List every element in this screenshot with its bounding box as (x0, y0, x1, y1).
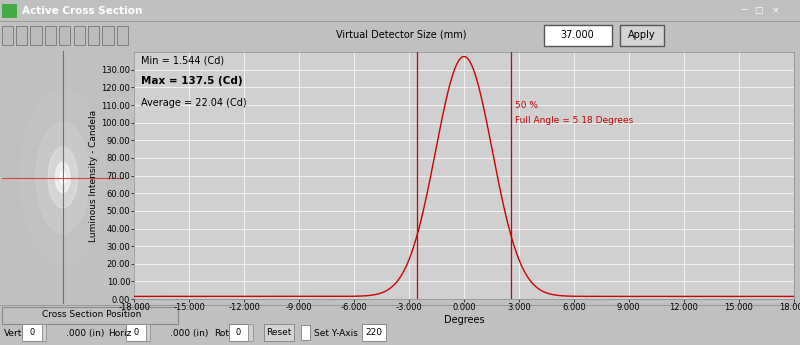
FancyBboxPatch shape (229, 324, 248, 341)
Text: 0: 0 (134, 328, 138, 337)
Circle shape (36, 122, 90, 233)
Text: Apply: Apply (628, 30, 655, 40)
Text: Max = 137.5 (Cd): Max = 137.5 (Cd) (141, 76, 242, 86)
FancyBboxPatch shape (22, 324, 42, 341)
FancyBboxPatch shape (126, 324, 146, 341)
FancyBboxPatch shape (59, 26, 70, 46)
FancyBboxPatch shape (117, 26, 128, 46)
Text: 50 %: 50 % (515, 101, 538, 110)
Text: ─   □   ×: ─ □ × (742, 6, 780, 15)
FancyBboxPatch shape (362, 324, 386, 341)
Text: Horiz: Horiz (108, 329, 131, 338)
FancyBboxPatch shape (248, 324, 253, 341)
FancyBboxPatch shape (42, 324, 46, 341)
Y-axis label: Luminous Intensity - Candela: Luminous Intensity - Candela (90, 110, 98, 242)
FancyBboxPatch shape (16, 26, 27, 46)
FancyBboxPatch shape (102, 26, 114, 46)
Text: Min = 1.544 (Cd): Min = 1.544 (Cd) (141, 56, 224, 66)
FancyBboxPatch shape (264, 324, 294, 341)
FancyBboxPatch shape (30, 26, 42, 46)
Text: 37.000: 37.000 (561, 30, 594, 40)
Text: Average = 22.04 (Cd): Average = 22.04 (Cd) (141, 98, 246, 108)
FancyBboxPatch shape (620, 25, 664, 46)
FancyBboxPatch shape (2, 26, 13, 46)
FancyBboxPatch shape (2, 307, 178, 324)
FancyBboxPatch shape (88, 26, 99, 46)
Circle shape (60, 171, 66, 184)
FancyBboxPatch shape (544, 25, 612, 46)
Text: Virtual Detector Size (mm): Virtual Detector Size (mm) (336, 30, 466, 40)
FancyBboxPatch shape (45, 26, 56, 46)
Circle shape (48, 147, 78, 208)
Text: 0: 0 (30, 328, 34, 337)
Text: .000 (in): .000 (in) (66, 329, 105, 338)
X-axis label: Degrees: Degrees (444, 315, 484, 325)
Text: Rot: Rot (214, 329, 230, 338)
FancyBboxPatch shape (2, 4, 17, 18)
Text: 220: 220 (365, 328, 382, 337)
Text: Reset: Reset (266, 328, 292, 337)
FancyBboxPatch shape (146, 324, 150, 341)
Text: .000 (in): .000 (in) (170, 329, 209, 338)
Circle shape (55, 162, 70, 193)
Text: 0: 0 (236, 328, 241, 337)
Text: Set Y-Axis: Set Y-Axis (314, 329, 358, 338)
Text: Full Angle = 5.18 Degrees: Full Angle = 5.18 Degrees (515, 116, 634, 125)
Text: Cross Section Position: Cross Section Position (42, 310, 142, 319)
Text: Active Cross Section: Active Cross Section (22, 6, 142, 16)
Text: Vert: Vert (4, 329, 22, 338)
FancyBboxPatch shape (74, 26, 85, 46)
FancyBboxPatch shape (301, 325, 310, 340)
